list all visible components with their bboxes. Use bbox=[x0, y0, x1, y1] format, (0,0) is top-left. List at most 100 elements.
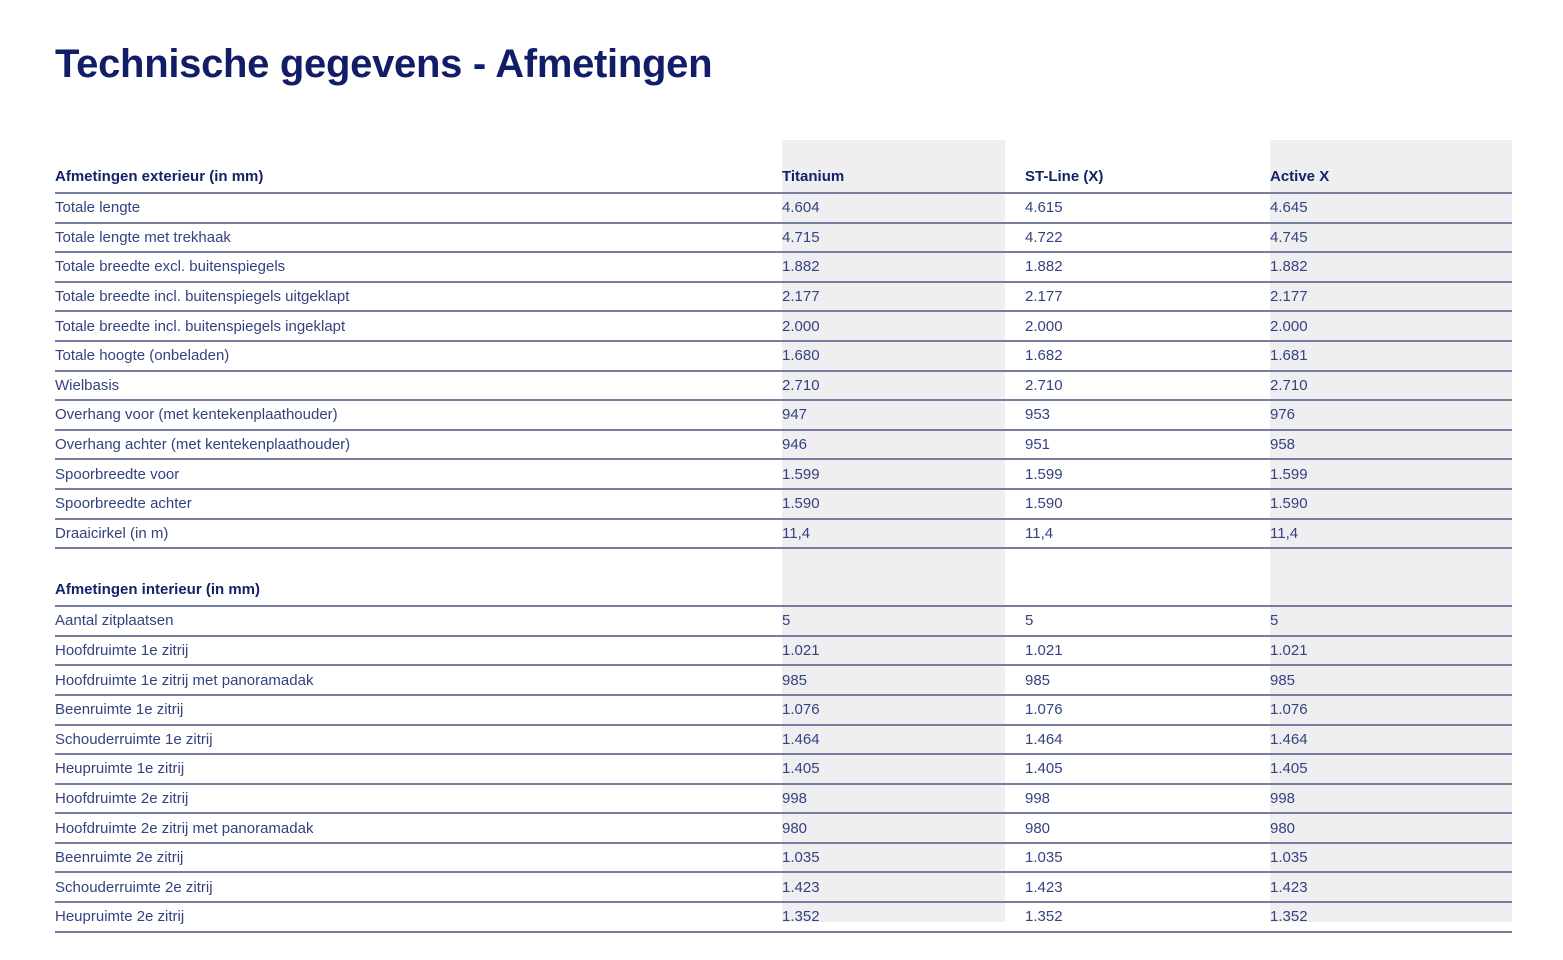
value-cell: 2.177 bbox=[1025, 281, 1270, 313]
value-cell: 4.615 bbox=[1025, 193, 1270, 224]
spec-row: Totale hoogte (onbeladen) 1.680 1.682 1.681 bbox=[55, 340, 1512, 372]
spec-table: Afmetingen exterieur (in mm) Titanium ST… bbox=[55, 140, 1512, 933]
column-header-active-x: Active X bbox=[1270, 140, 1512, 194]
row-label: Hoofdruimte 2e zitrij met panoramadak bbox=[55, 813, 782, 844]
row-label: Beenruimte 1e zitrij bbox=[55, 694, 782, 726]
value-cell: 1.405 bbox=[1025, 754, 1270, 785]
value-cell: 1.599 bbox=[1025, 459, 1270, 490]
value-cell: 4.645 bbox=[1270, 193, 1512, 224]
dimensions-table: Afmetingen exterieur (in mm) Titanium ST… bbox=[55, 140, 1512, 933]
spec-row: Totale lengte 4.604 4.615 4.645 bbox=[55, 193, 1512, 224]
value-cell: 980 bbox=[1025, 813, 1270, 844]
row-label: Totale lengte met trekhaak bbox=[55, 222, 782, 254]
value-cell: 947 bbox=[782, 400, 1025, 431]
row-label: Overhang achter (met kentekenplaathouder… bbox=[55, 429, 782, 461]
row-label: Spoorbreedte achter bbox=[55, 488, 782, 520]
spec-row: Aantal zitplaatsen 5 5 5 bbox=[55, 606, 1512, 637]
value-cell: 1.405 bbox=[782, 754, 1025, 785]
row-label: Draaicirkel (in m) bbox=[55, 518, 782, 550]
value-cell: 1.464 bbox=[1025, 724, 1270, 756]
value-cell: 4.722 bbox=[1025, 222, 1270, 254]
spec-row: Totale breedte incl. buitenspiegels inge… bbox=[55, 311, 1512, 342]
value-cell: 1.599 bbox=[782, 459, 1025, 490]
row-label: Totale hoogte (onbeladen) bbox=[55, 340, 782, 372]
value-cell: 985 bbox=[1270, 665, 1512, 696]
empty-cell bbox=[782, 548, 1025, 608]
value-cell: 2.000 bbox=[1025, 311, 1270, 342]
value-cell: 1.464 bbox=[782, 724, 1025, 756]
row-label: Wielbasis bbox=[55, 370, 782, 402]
column-header-st-line: ST-Line (X) bbox=[1025, 140, 1270, 194]
value-cell: 1.423 bbox=[782, 872, 1025, 904]
spec-row: Totale breedte excl. buitenspiegels 1.882… bbox=[55, 252, 1512, 283]
value-cell: 1.021 bbox=[1025, 635, 1270, 667]
spec-row: Overhang voor (met kentekenplaathouder) 9… bbox=[55, 400, 1512, 431]
value-cell: 1.882 bbox=[782, 252, 1025, 283]
empty-cell bbox=[1270, 548, 1512, 608]
spec-row: Beenruimte 2e zitrij 1.035 1.035 1.035 bbox=[55, 842, 1512, 874]
value-cell: 980 bbox=[782, 813, 1025, 844]
value-cell: 2.000 bbox=[782, 311, 1025, 342]
value-cell: 2.177 bbox=[782, 281, 1025, 313]
value-cell: 1.423 bbox=[1025, 872, 1270, 904]
spec-row: Schouderruimte 1e zitrij 1.464 1.464 1.464 bbox=[55, 724, 1512, 756]
row-label: Beenruimte 2e zitrij bbox=[55, 842, 782, 874]
value-cell: 1.599 bbox=[1270, 459, 1512, 490]
spec-row: Hoofdruimte 2e zitrij met panoramadak 980… bbox=[55, 813, 1512, 844]
table-header-row: Afmetingen exterieur (in mm) Titanium ST… bbox=[55, 140, 1512, 194]
value-cell: 1.035 bbox=[1025, 842, 1270, 874]
value-cell: 11,4 bbox=[1270, 518, 1512, 550]
spec-row: Heupruimte 1e zitrij 1.405 1.405 1.405 bbox=[55, 754, 1512, 785]
value-cell: 5 bbox=[782, 606, 1025, 637]
value-cell: 1.882 bbox=[1270, 252, 1512, 283]
value-cell: 1.035 bbox=[782, 842, 1025, 874]
value-cell: 951 bbox=[1025, 429, 1270, 461]
value-cell: 1.590 bbox=[1270, 488, 1512, 520]
spec-row: Beenruimte 1e zitrij 1.076 1.076 1.076 bbox=[55, 694, 1512, 726]
value-cell: 1.681 bbox=[1270, 340, 1512, 372]
row-label: Totale lengte bbox=[55, 193, 782, 224]
value-cell: 2.710 bbox=[782, 370, 1025, 402]
spec-row: Hoofdruimte 1e zitrij met panoramadak 985… bbox=[55, 665, 1512, 696]
row-label: Totale breedte incl. buitenspiegels inge… bbox=[55, 311, 782, 342]
value-cell: 1.076 bbox=[1270, 694, 1512, 726]
page-title: Technische gegevens - Afmetingen bbox=[55, 42, 713, 86]
value-cell: 2.000 bbox=[1270, 311, 1512, 342]
value-cell: 1.076 bbox=[782, 694, 1025, 726]
row-label: Heupruimte 2e zitrij bbox=[55, 902, 782, 933]
spec-row: Spoorbreedte voor 1.599 1.599 1.599 bbox=[55, 459, 1512, 490]
row-label: Totale breedte excl. buitenspiegels bbox=[55, 252, 782, 283]
spec-row: Hoofdruimte 1e zitrij 1.021 1.021 1.021 bbox=[55, 635, 1512, 667]
row-label: Schouderruimte 2e zitrij bbox=[55, 872, 782, 904]
value-cell: 1.680 bbox=[782, 340, 1025, 372]
value-cell: 958 bbox=[1270, 429, 1512, 461]
value-cell: 1.405 bbox=[1270, 754, 1512, 785]
value-cell: 1.590 bbox=[1025, 488, 1270, 520]
spec-row: Overhang achter (met kentekenplaathouder… bbox=[55, 429, 1512, 461]
value-cell: 2.710 bbox=[1270, 370, 1512, 402]
value-cell: 11,4 bbox=[1025, 518, 1270, 550]
spec-row: Spoorbreedte achter 1.590 1.590 1.590 bbox=[55, 488, 1512, 520]
row-label: Totale breedte incl. buitenspiegels uitg… bbox=[55, 281, 782, 313]
spec-row: Draaicirkel (in m) 11,4 11,4 11,4 bbox=[55, 518, 1512, 550]
value-cell: 998 bbox=[1025, 783, 1270, 815]
spec-row: Hoofdruimte 2e zitrij 998 998 998 bbox=[55, 783, 1512, 815]
section-interieur-body: Afmetingen interieur (in mm) Aantal zitp… bbox=[55, 548, 1512, 933]
spec-row: Schouderruimte 2e zitrij 1.423 1.423 1.423 bbox=[55, 872, 1512, 904]
value-cell: 1.590 bbox=[782, 488, 1025, 520]
spec-row: Wielbasis 2.710 2.710 2.710 bbox=[55, 370, 1512, 402]
value-cell: 1.021 bbox=[1270, 635, 1512, 667]
value-cell: 1.076 bbox=[1025, 694, 1270, 726]
row-label: Spoorbreedte voor bbox=[55, 459, 782, 490]
value-cell: 1.021 bbox=[782, 635, 1025, 667]
value-cell: 980 bbox=[1270, 813, 1512, 844]
value-cell: 998 bbox=[1270, 783, 1512, 815]
value-cell: 953 bbox=[1025, 400, 1270, 431]
value-cell: 1.882 bbox=[1025, 252, 1270, 283]
row-label: Hoofdruimte 2e zitrij bbox=[55, 783, 782, 815]
value-cell: 2.177 bbox=[1270, 281, 1512, 313]
value-cell: 1.352 bbox=[1270, 902, 1512, 933]
row-label: Aantal zitplaatsen bbox=[55, 606, 782, 637]
value-cell: 1.464 bbox=[1270, 724, 1512, 756]
empty-cell bbox=[1025, 548, 1270, 608]
